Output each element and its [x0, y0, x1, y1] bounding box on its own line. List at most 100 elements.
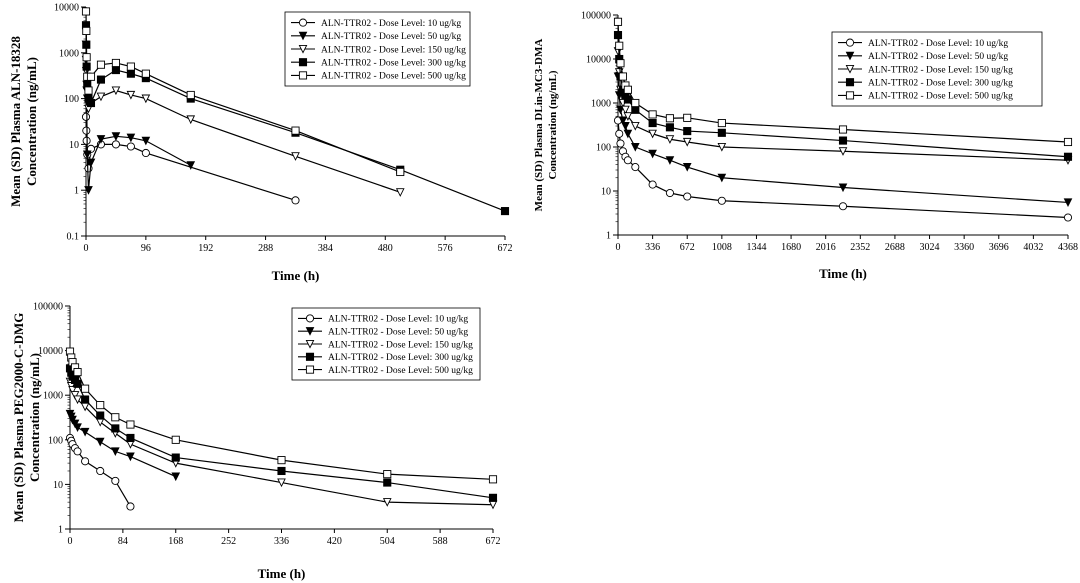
data-point: [171, 453, 180, 462]
legend-label: ALN-TTR02 - Dose Level: 500 ug/kg: [868, 92, 1013, 102]
data-point: [383, 478, 392, 487]
data-point: [615, 41, 624, 50]
data-point: [68, 386, 77, 395]
legend-label: ALN-TTR02 - Dose Level: 10 ug/kg: [328, 315, 468, 325]
data-point: [84, 86, 93, 95]
data-point: [665, 114, 674, 123]
legend-marker: [298, 31, 308, 41]
data-point: [82, 53, 91, 62]
legend-label: ALN-TTR02 - Dose Level: 150 ug/kg: [321, 45, 466, 55]
data-point: [291, 196, 300, 205]
data-point: [141, 148, 150, 158]
data-point: [683, 113, 692, 122]
series-1: [613, 116, 1073, 222]
x-tick-label: 288: [258, 243, 273, 254]
legend: ALN-TTR02 - Dose Level: 10 ug/kg ALN-TTR0…: [284, 11, 471, 87]
y-axis-title-line: Concentration (ng/mL): [27, 353, 42, 482]
y-axis-title-line: Mean (SD) Plasma PEG2000-C-DMG: [11, 313, 26, 523]
data-point: [186, 90, 195, 100]
data-point: [631, 98, 640, 108]
legend-label: ALN-TTR02 - Dose Level: 50 ug/kg: [321, 32, 461, 42]
x-tick-label: 168: [168, 536, 183, 547]
legend-label: ALN-TTR02 - Dose Level: 300 ug/kg: [321, 59, 466, 69]
data-point: [171, 435, 180, 444]
data-point: [126, 69, 135, 78]
legend-label: ALN-TTR02 - Dose Level: 50 ug/kg: [328, 328, 468, 338]
legend-label: ALN-TTR02 - Dose Level: 150 ug/kg: [328, 340, 473, 350]
data-point: [717, 128, 726, 137]
x-tick-label: 3696: [989, 242, 1009, 253]
data-point: [80, 427, 90, 437]
y-tick-label: 10000: [38, 346, 63, 357]
data-point: [277, 478, 286, 488]
data-point: [277, 456, 286, 465]
data-point: [500, 207, 510, 216]
data-point: [1063, 137, 1073, 147]
data-point: [126, 90, 136, 100]
data-point: [623, 129, 633, 139]
y-tick-label: 10000: [54, 3, 79, 14]
x-tick-label: 1008: [712, 242, 732, 253]
x-tick-label: 336: [645, 242, 660, 253]
y-tick-label: 0.1: [67, 232, 80, 243]
legend-marker: [298, 44, 308, 54]
data-point: [277, 466, 286, 476]
data-point: [291, 152, 300, 161]
data-point: [126, 452, 135, 462]
data-point: [73, 368, 82, 377]
x-tick-label: 2352: [850, 242, 870, 253]
x-tick-label: 96: [141, 243, 151, 254]
legend-marker: [845, 38, 855, 47]
x-tick-label: 588: [433, 536, 448, 547]
data-point: [623, 156, 632, 165]
y-axis-title-line: Concentration (ng/mL): [24, 57, 39, 186]
data-point: [111, 86, 121, 96]
data-point: [86, 72, 96, 81]
chart-svg: 1 10 100 1000 10000 100000 0 336 672 1008 1344 1680…: [533, 11, 1078, 282]
series-4: [65, 364, 498, 502]
y-tick-label: 100000: [33, 302, 63, 313]
data-point: [621, 121, 630, 131]
x-tick-label: 480: [378, 243, 393, 254]
legend-box: [831, 31, 1043, 107]
x-tick-label: 252: [221, 536, 236, 547]
legend-box: [284, 11, 471, 87]
data-point: [126, 62, 135, 71]
x-tick-label: 420: [327, 536, 342, 547]
data-point: [717, 196, 726, 205]
legend-label: ALN-TTR02 - Dose Level: 50 ug/kg: [868, 52, 1008, 62]
y-tick-label: 1000: [43, 391, 63, 402]
data-point: [96, 411, 105, 420]
data-point: [73, 395, 82, 405]
series-line: [69, 368, 494, 499]
data-point: [618, 116, 628, 126]
data-point: [630, 142, 640, 152]
data-point: [618, 72, 627, 81]
x-axis-title: Time (h): [258, 566, 306, 581]
legend-label: ALN-TTR02 - Dose Level: 10 ug/kg: [321, 19, 461, 29]
series-line: [69, 413, 176, 478]
data-point: [141, 69, 150, 78]
data-point: [111, 132, 121, 141]
data-point: [95, 437, 105, 447]
data-point: [616, 139, 625, 148]
data-point: [717, 142, 727, 152]
legend-marker: [298, 71, 308, 80]
x-tick-label: 2016: [816, 242, 836, 253]
data-point: [623, 112, 633, 121]
data-point: [488, 475, 498, 484]
x-tick-label: 0: [616, 242, 621, 253]
data-point: [838, 147, 848, 156]
x-tick-label: 384: [318, 243, 333, 254]
data-point: [382, 498, 392, 507]
data-point: [1063, 198, 1073, 208]
series-5: [613, 17, 1073, 147]
legend: ALN-TTR02 - Dose Level: 10 ug/kg ALN-TTR0…: [831, 31, 1043, 107]
data-point: [73, 379, 82, 388]
data-point: [623, 85, 632, 94]
data-point: [111, 66, 120, 75]
legend-label: ALN-TTR02 - Dose Level: 150 ug/kg: [868, 65, 1013, 75]
data-point: [1063, 213, 1073, 222]
data-point: [96, 75, 106, 84]
data-point: [141, 94, 151, 104]
